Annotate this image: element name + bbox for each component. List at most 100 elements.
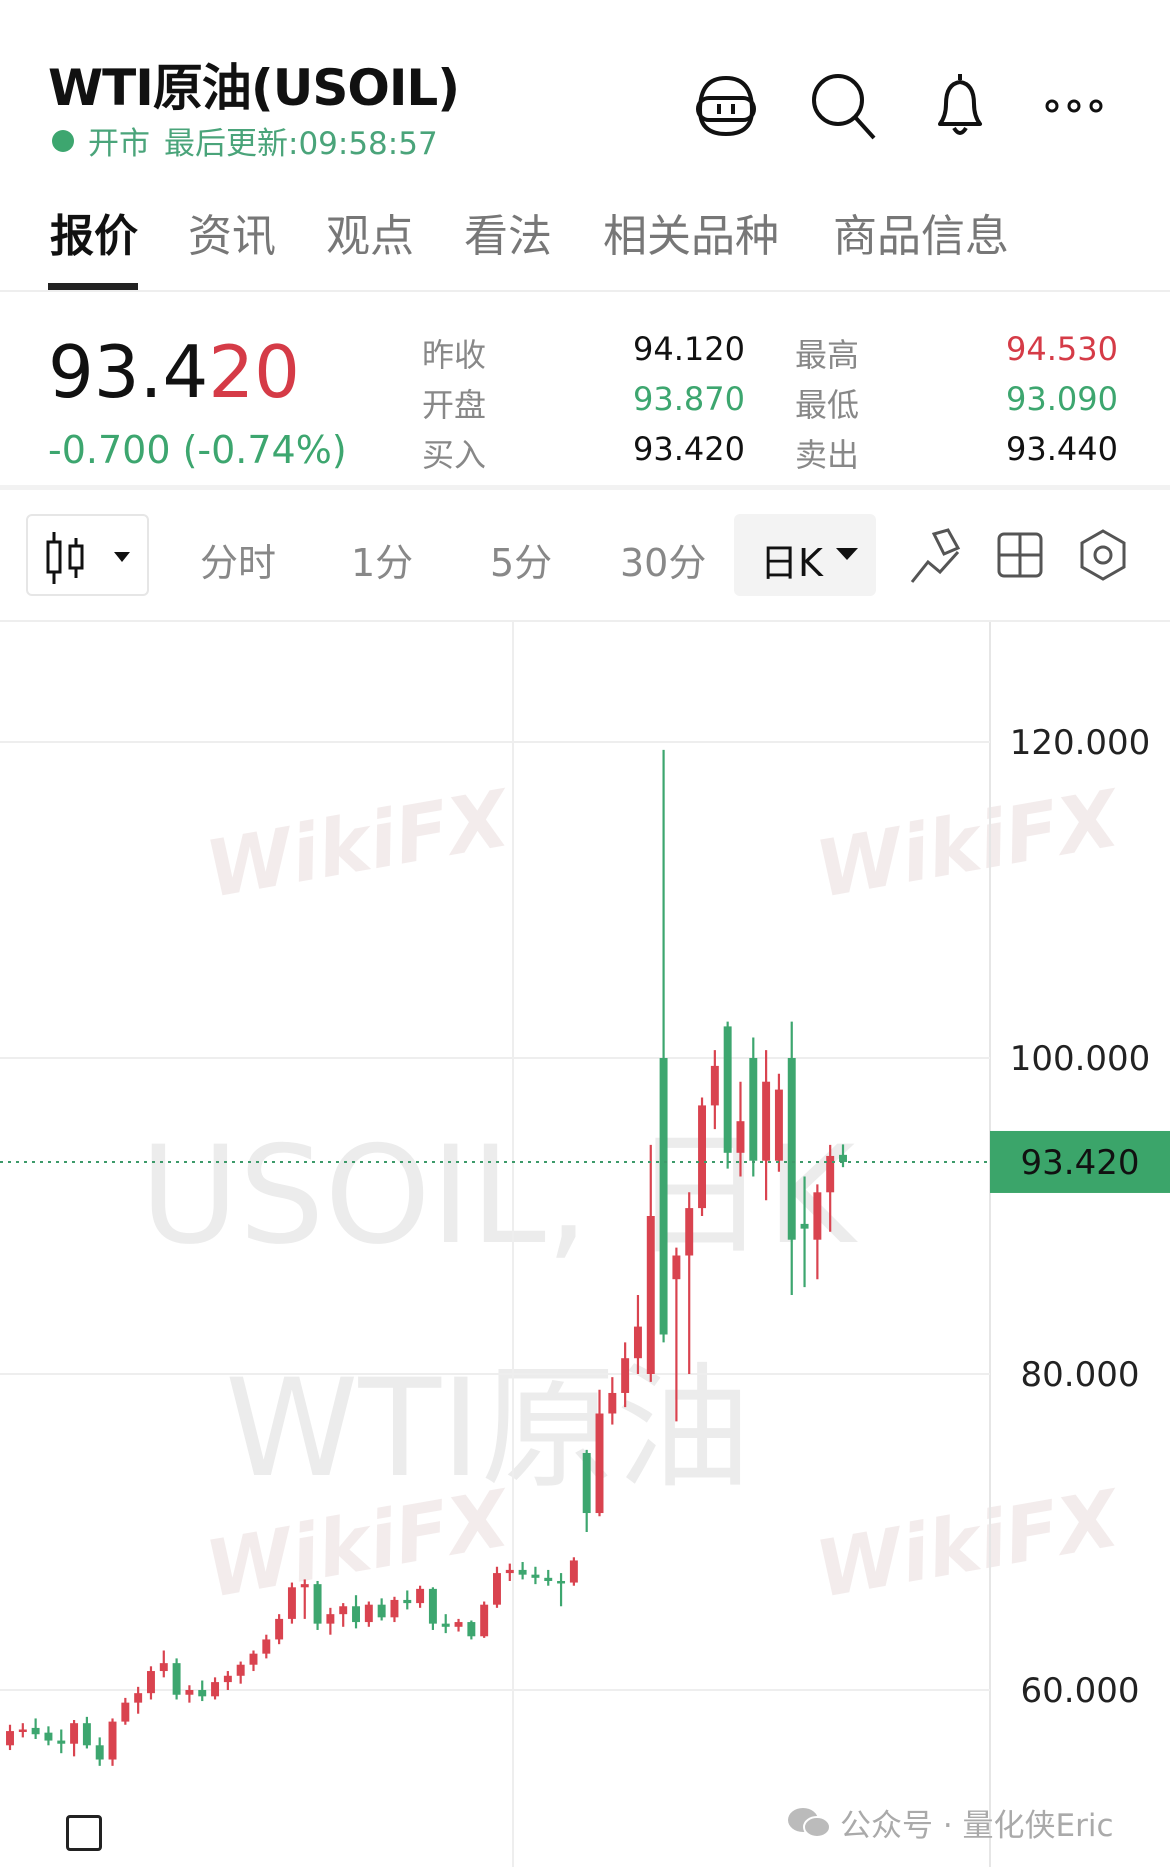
candle-up — [223, 1675, 232, 1683]
candle-down — [839, 1154, 847, 1162]
divider — [0, 620, 1170, 622]
candlestick-icon — [46, 532, 130, 584]
stat-value: 93.870 — [633, 380, 745, 418]
tab-product-info[interactable]: 商品信息 — [833, 211, 1009, 262]
candle-up — [595, 1413, 604, 1514]
candle-up — [454, 1622, 463, 1627]
interval-daily-label: 日K — [760, 541, 823, 585]
candle-up — [710, 1065, 719, 1106]
candle-down — [172, 1663, 181, 1695]
candle-down — [95, 1745, 104, 1760]
candle-down — [787, 1058, 796, 1240]
instrument-title: WTI原油(USOIL) — [48, 59, 460, 117]
interval-30m[interactable]: 30分 — [620, 541, 707, 585]
y-tick-label: 120.000 — [1010, 723, 1151, 763]
stat-label: 最高 — [795, 336, 860, 374]
search-icon[interactable] — [808, 70, 880, 142]
tab-views[interactable]: 观点 — [326, 211, 414, 262]
checkbox-icon[interactable] — [66, 1815, 102, 1851]
candle-down — [441, 1623, 450, 1627]
y-tick-label: 100.000 — [1010, 1039, 1151, 1079]
candle-up — [416, 1588, 425, 1604]
chart-type-selector[interactable] — [26, 514, 149, 596]
candle-up — [621, 1358, 630, 1393]
candle-up — [300, 1584, 309, 1588]
candle-up — [287, 1587, 296, 1619]
market-status: 开市 最后更新:09:58:57 — [52, 118, 438, 163]
candle-up — [339, 1606, 348, 1615]
candle-up — [608, 1392, 617, 1414]
settings-icon[interactable] — [1078, 528, 1128, 582]
candle-up — [672, 1255, 681, 1280]
candle-down — [800, 1223, 809, 1229]
stat-label: 卖出 — [795, 436, 860, 474]
candle-down — [531, 1574, 540, 1578]
tab-opinions[interactable]: 看法 — [464, 211, 552, 262]
layout-grid-icon[interactable] — [996, 530, 1044, 580]
candle-down — [377, 1604, 386, 1618]
candle-up — [480, 1604, 489, 1637]
stat-label: 开盘 — [422, 386, 487, 424]
candlestick-chart[interactable]: 120.000 100.000 80.000 60.000 93.420 — [0, 622, 1170, 1867]
watermark-symbol: USOIL, 日K — [140, 1117, 856, 1274]
robot-icon[interactable] — [690, 70, 762, 142]
y-tick-label: 80.000 — [1021, 1355, 1140, 1395]
candle-up — [185, 1690, 194, 1695]
candle-down — [749, 1058, 758, 1161]
stat-value: 93.440 — [1006, 430, 1118, 468]
candle-up — [698, 1105, 707, 1209]
candle-up — [249, 1653, 258, 1665]
candle-down — [723, 1026, 732, 1153]
caption-text: 公众号 · 量化侠Eric — [840, 1808, 1114, 1844]
candle-down — [313, 1584, 322, 1624]
candle-up — [364, 1604, 373, 1623]
active-tab-indicator — [48, 283, 138, 290]
candle-up — [633, 1326, 642, 1359]
candle-up — [569, 1560, 578, 1583]
candle-down — [518, 1569, 527, 1575]
price-tail: 20 — [208, 330, 300, 414]
last-price-label: 93.420 — [1021, 1143, 1140, 1183]
candle-up — [121, 1702, 130, 1722]
candle-up — [493, 1573, 501, 1605]
chevron-down-icon — [114, 552, 130, 562]
candle-up — [275, 1618, 284, 1640]
candle-up — [326, 1614, 335, 1624]
wechat-caption: 公众号 · 量化侠Eric — [786, 1800, 1114, 1845]
interval-time-share[interactable]: 分时 — [200, 541, 277, 585]
candle-up — [262, 1639, 271, 1654]
candle-down — [467, 1622, 476, 1637]
candle-up — [236, 1664, 245, 1676]
tab-quote[interactable]: 报价 — [50, 211, 138, 262]
candle-down — [582, 1453, 591, 1514]
more-icon[interactable] — [1038, 70, 1110, 142]
candle-up — [6, 1731, 14, 1746]
status-dot-icon — [52, 129, 74, 152]
current-price: 93.420 — [48, 330, 300, 414]
candle-down — [82, 1723, 91, 1746]
interval-1m[interactable]: 1分 — [351, 541, 414, 585]
stat-label: 买入 — [422, 436, 487, 474]
price-change: -0.700 (-0.74%) — [48, 428, 347, 472]
candle-up — [211, 1682, 220, 1697]
price-main: 93.4 — [48, 330, 209, 414]
candle-up — [813, 1192, 822, 1240]
interval-daily[interactable]: 日K — [734, 514, 876, 596]
candle-down — [659, 1058, 668, 1335]
candle-up — [159, 1663, 168, 1672]
candle-up — [685, 1208, 694, 1256]
candle-up — [736, 1121, 745, 1153]
tab-news[interactable]: 资讯 — [188, 211, 276, 262]
bell-icon[interactable] — [924, 70, 996, 142]
tab-related[interactable]: 相关品种 — [603, 211, 779, 262]
candle-down — [352, 1606, 360, 1623]
candle-down — [403, 1599, 412, 1604]
last-updated: 最后更新:09:58:57 — [164, 126, 438, 162]
interval-5m[interactable]: 5分 — [490, 541, 553, 585]
stat-value: 93.090 — [1006, 380, 1118, 418]
draw-icon[interactable] — [908, 526, 964, 586]
y-tick-label: 60.000 — [1021, 1671, 1140, 1711]
candle-down — [428, 1588, 437, 1624]
candle-up — [505, 1569, 514, 1574]
watermark-name: WTI原油 — [225, 1350, 751, 1507]
